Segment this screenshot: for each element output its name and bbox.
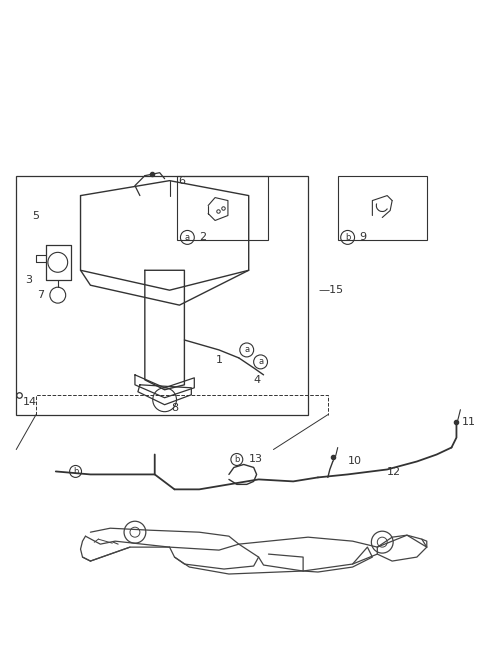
Text: 14: 14	[23, 396, 37, 407]
Text: a: a	[258, 358, 263, 366]
Text: 1: 1	[216, 355, 223, 365]
Text: 4: 4	[253, 375, 260, 385]
Text: 8: 8	[171, 403, 178, 413]
Text: 12: 12	[387, 468, 401, 477]
Bar	[16, 175, 308, 415]
Text: b: b	[345, 233, 350, 242]
Text: 10: 10	[348, 456, 361, 466]
Text: 6: 6	[178, 175, 185, 185]
Bar	[338, 175, 427, 241]
Text: 3: 3	[25, 276, 33, 285]
Text: —15: —15	[318, 285, 343, 295]
Text: a: a	[244, 345, 249, 354]
Text: 2: 2	[199, 233, 206, 243]
Text: 11: 11	[461, 417, 475, 427]
Text: a: a	[185, 233, 190, 242]
Text: 5: 5	[33, 210, 39, 220]
Text: b: b	[73, 467, 78, 476]
Text: b: b	[234, 455, 240, 464]
Text: 7: 7	[37, 290, 45, 300]
Text: 13: 13	[249, 454, 263, 464]
Text: 9: 9	[360, 233, 367, 243]
Bar	[178, 175, 268, 241]
